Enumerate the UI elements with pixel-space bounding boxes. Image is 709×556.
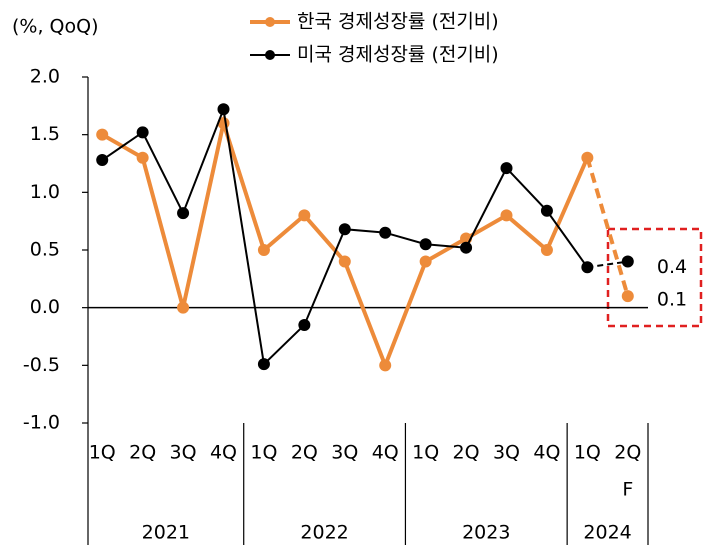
y-unit-label: (%, QoQ) xyxy=(12,16,99,38)
y-tick-label: 0.5 xyxy=(30,239,60,261)
x-tick-label: 2Q xyxy=(614,442,641,464)
forecast-line xyxy=(585,157,630,297)
data-point xyxy=(338,255,351,268)
x-tick-label: 2Q xyxy=(453,442,480,464)
data-point xyxy=(460,241,473,254)
data-point xyxy=(581,151,594,164)
data-point xyxy=(96,128,109,141)
year-label: 2022 xyxy=(300,522,348,544)
data-point xyxy=(621,290,634,303)
data-point xyxy=(621,255,634,268)
x-tick-label: 3Q xyxy=(331,442,358,464)
data-point xyxy=(177,207,190,220)
data-point xyxy=(581,261,594,274)
data-point xyxy=(419,255,432,268)
series-line xyxy=(101,115,590,371)
y-tick-label: 2.0 xyxy=(30,66,60,88)
x-tick-label: 1Q xyxy=(89,442,116,464)
series-line xyxy=(101,105,589,367)
y-tick-label: 1.0 xyxy=(30,181,60,203)
year-label: 2024 xyxy=(583,522,631,544)
data-point xyxy=(257,358,270,371)
y-tick-label: -1.0 xyxy=(23,412,60,434)
forecast-line xyxy=(587,260,628,269)
forecast-note: F xyxy=(622,479,633,501)
x-tick-label: 4Q xyxy=(533,442,560,464)
x-tick-label: 3Q xyxy=(493,442,520,464)
data-point xyxy=(379,226,392,239)
x-tick-label: 2Q xyxy=(129,442,156,464)
x-tick-label: 1Q xyxy=(574,442,601,464)
value-label: 0.1 xyxy=(657,289,687,311)
x-tick-label: 1Q xyxy=(412,442,439,464)
year-label: 2023 xyxy=(462,522,510,544)
data-point xyxy=(136,126,149,139)
y-tick-label: 1.5 xyxy=(30,123,60,145)
year-label: 2021 xyxy=(142,522,190,544)
data-point xyxy=(257,244,270,256)
y-tick-label: 0.0 xyxy=(30,296,60,318)
data-point xyxy=(177,301,190,314)
data-point xyxy=(96,154,109,167)
data-point xyxy=(136,151,149,164)
data-point xyxy=(540,204,553,217)
data-point xyxy=(500,162,513,175)
x-tick-label: 2Q xyxy=(291,442,318,464)
legend-label: 미국 경제성장률 (전기비) xyxy=(297,44,499,66)
x-tick-label: 4Q xyxy=(210,442,237,464)
x-tick-label: 3Q xyxy=(170,442,197,464)
legend-label: 한국 경제성장률 (전기비) xyxy=(297,11,499,33)
legend-marker xyxy=(265,50,275,60)
legend-marker xyxy=(265,17,275,27)
data-point xyxy=(379,359,392,372)
data-point xyxy=(419,238,432,251)
x-tick-label: 1Q xyxy=(250,442,277,464)
value-label: 0.4 xyxy=(657,256,687,278)
data-point xyxy=(217,103,230,116)
data-point xyxy=(338,223,351,236)
data-point xyxy=(500,209,513,222)
x-tick-label: 4Q xyxy=(372,442,399,464)
y-tick-label: -0.5 xyxy=(23,354,60,376)
data-point xyxy=(540,244,553,256)
data-point xyxy=(298,318,311,331)
data-point xyxy=(298,209,311,222)
